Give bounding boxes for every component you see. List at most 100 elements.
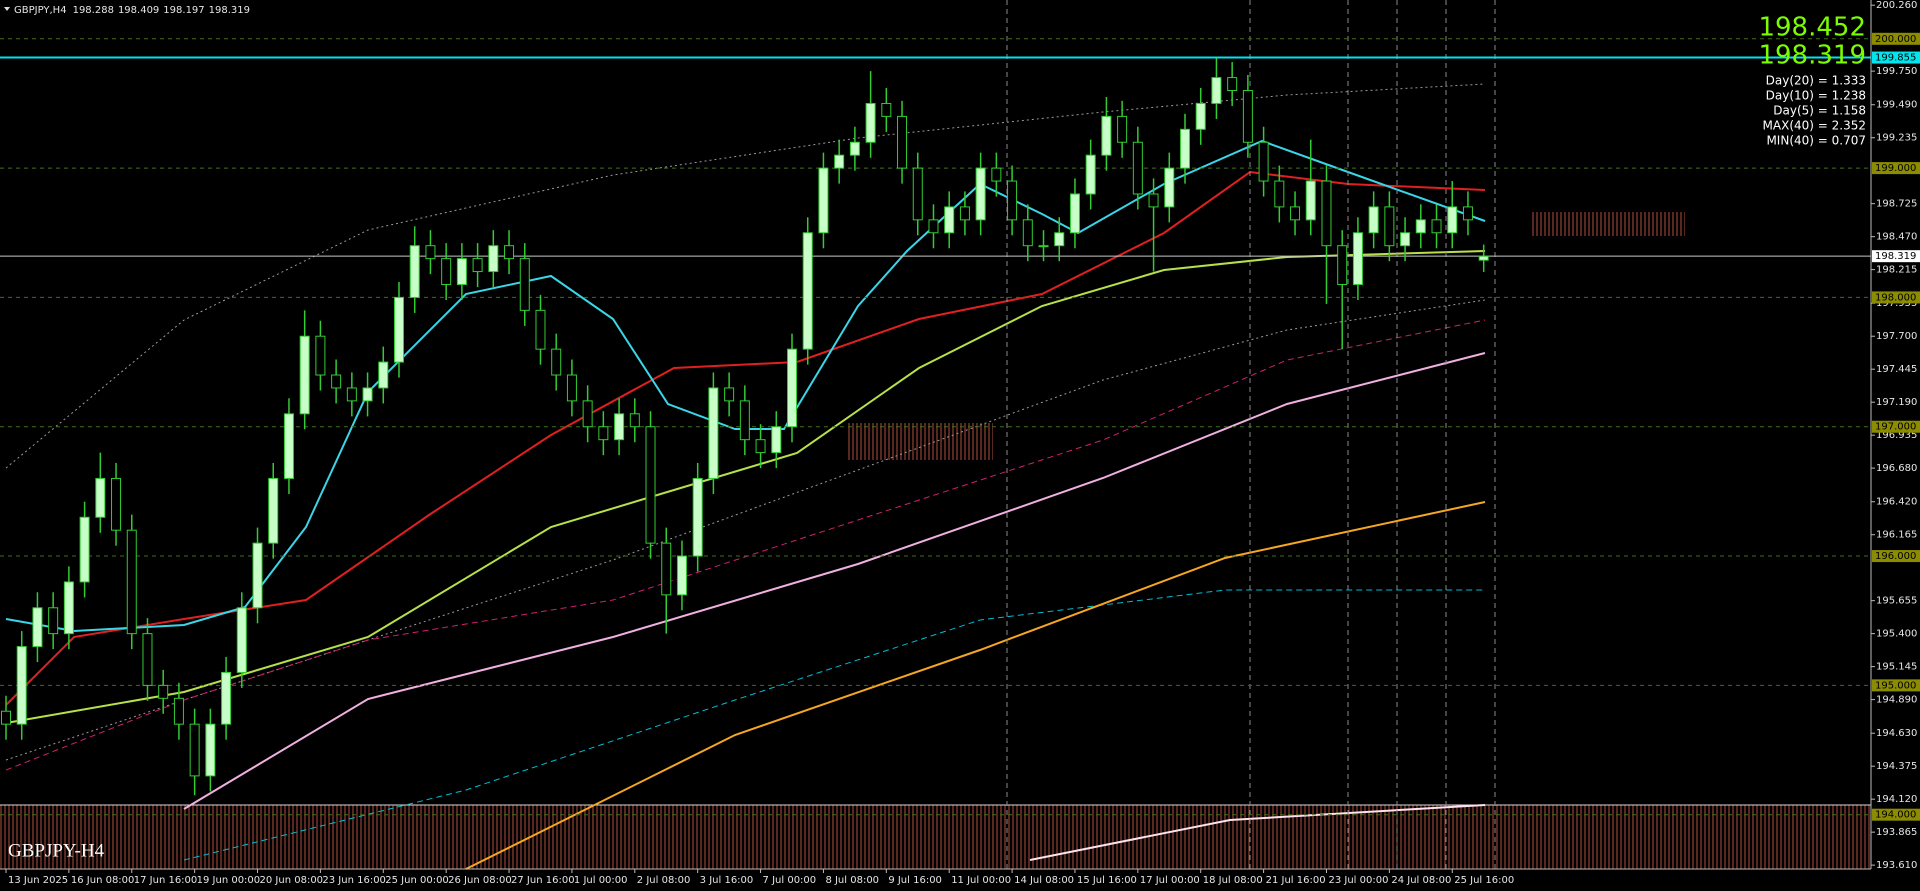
separators [1006,0,1496,869]
x-tick-label: 26 Jun 08:00 [448,875,512,886]
high: 198.409 [118,5,159,16]
candle-body [299,335,310,415]
candle-body [362,387,373,402]
candle-body [1290,206,1301,221]
y-tick-label: 196.680 [1876,463,1917,474]
candle-body [724,387,735,402]
candle-body [1132,141,1143,195]
candle-body [739,400,750,441]
candle-body [849,141,860,156]
cyan-band [183,589,1485,861]
y-tick-label: 193.865 [1876,827,1917,838]
candle-body [236,607,247,673]
candle-body [708,387,719,479]
candle-body [1337,245,1348,285]
candle-body [535,309,546,350]
price-tag [1872,250,1920,263]
x-tick-label: 25 Jun 00:00 [385,875,449,886]
level-label: 198.000 [1875,292,1916,303]
candle-body [519,258,530,311]
candle-body [771,426,782,454]
candle-body [268,477,279,544]
candle-body [629,413,640,428]
low: 198.197 [163,5,204,16]
y-tick-label: 195.400 [1876,629,1917,640]
candle-body [283,413,294,479]
x-tick-label: 3 Jul 16:00 [700,875,754,886]
candle-body [912,167,923,221]
candles [1,58,1489,796]
candle-body [409,245,420,298]
close: 198.319 [209,5,250,16]
y-tick-label: 197.700 [1876,331,1917,342]
candle-body [676,555,687,596]
y-tick-label: 199.490 [1876,100,1917,111]
x-tick-label: 24 Jul 08:00 [1391,875,1451,886]
ask-price: 198.452 [1758,13,1866,43]
candle-body [928,219,939,234]
candle-body [173,697,184,725]
y-tick-label: 194.120 [1876,794,1917,805]
candle-body [1117,115,1128,143]
y-tick-label: 196.165 [1876,530,1917,541]
y-tick-label: 194.630 [1876,728,1917,739]
magenta-band [5,319,1486,771]
y-tick-label: 199.235 [1876,133,1917,144]
x-tick-label: 9 Jul 16:00 [888,875,942,886]
candle-body [504,245,515,260]
y-tick-label: 198.215 [1876,265,1917,276]
candle-body [959,206,970,221]
indicators [5,83,1486,870]
pink-ma [183,352,1486,810]
candle-body [755,439,766,454]
x-tick-label: 7 Jul 00:00 [763,875,817,886]
orange-ma [465,501,1486,870]
level-tag [1872,162,1920,175]
x-tick-label: 11 Jul 00:00 [951,875,1011,886]
level-label: 195.000 [1875,680,1916,691]
long-ma [1029,804,1486,861]
candle-body [897,115,908,169]
candle-body [1007,180,1018,221]
x-tick-label: 27 Jun 16:00 [511,875,575,886]
candle-body [63,581,74,635]
candle-body [1054,232,1065,247]
cyan-ma [5,139,1486,633]
x-tick-label: 17 Jun 16:00 [134,875,198,886]
x-tick-label: 23 Jun 16:00 [322,875,386,886]
watermark: GBPJPY-H4 [8,840,105,861]
level-label: 194.000 [1875,810,1916,821]
level-tag [1872,808,1920,821]
candle-body [566,374,577,402]
candle-body [1321,180,1332,247]
y-tick-label: 194.890 [1876,695,1917,706]
x-tick-label: 16 Jun 08:00 [71,875,135,886]
candle-body [834,154,845,169]
candle-body [425,245,436,260]
x-tick-label: 25 Jul 16:00 [1454,875,1514,886]
resistance-label: 199.855 [1875,53,1916,64]
x-tick-label: 19 Jun 00:00 [197,875,261,886]
x-tick-label: 13 Jun 2025 [8,875,68,886]
candle-body [1038,245,1049,248]
candle-body [1258,141,1269,182]
candle-body [1478,255,1489,261]
green-ma [5,250,1486,724]
y-tick-label: 194.375 [1876,761,1917,772]
x-tick-label: 2 Jul 08:00 [637,875,691,886]
candle-body [142,633,153,686]
candle-body [441,258,452,285]
cloud [846,423,993,460]
candle-body [975,167,986,221]
candle-body [32,607,43,648]
y-tick-label: 200.260 [1876,0,1917,11]
resistance-tag [1872,51,1920,64]
candle-body [1447,206,1458,234]
levels [0,38,1871,816]
candle-body [1164,167,1175,208]
menu-arrow[interactable] [4,7,10,11]
candle-body [252,542,263,609]
symbol: GBPJPY,H4 [14,5,67,16]
candle-body [111,477,122,531]
